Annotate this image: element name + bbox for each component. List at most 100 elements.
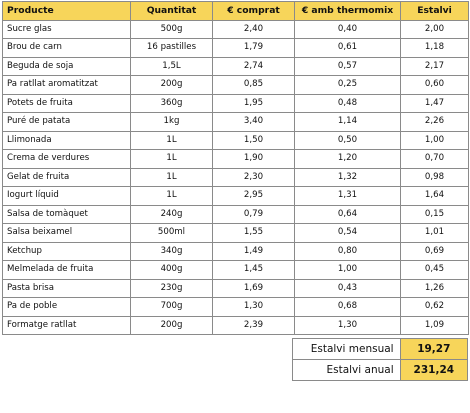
quantity-cell: 200g <box>130 315 213 335</box>
price-bought-cell: 2,74 <box>212 56 295 76</box>
savings-cell: 1,01 <box>400 223 469 243</box>
savings-cell: 0,62 <box>400 297 469 317</box>
table-row: Pa ratllat aromatitzat 200g 0,85 0,25 0,60 <box>2 75 469 95</box>
product-name-cell: Pa de poble <box>2 297 131 317</box>
header-producte: Producte <box>2 1 131 21</box>
quantity-cell: 16 pastilles <box>130 38 213 58</box>
product-name-cell: Sucre glas <box>2 19 131 39</box>
price-bought-cell: 0,79 <box>212 204 295 224</box>
savings-cell: 0,98 <box>400 167 469 187</box>
product-name-cell: Llimonada <box>2 130 131 150</box>
price-bought-cell: 1,45 <box>212 260 295 280</box>
price-bought-cell: 2,30 <box>212 167 295 187</box>
quantity-cell: 500g <box>130 19 213 39</box>
price-thermomix-cell: 1,32 <box>294 167 401 187</box>
product-name-cell: Pasta brisa <box>2 278 131 298</box>
table-row: Salsa de tomàquet 240g 0,79 0,64 0,15 <box>2 204 469 224</box>
quantity-cell: 400g <box>130 260 213 280</box>
table-row: Brou de carn 16 pastilles 1,79 0,61 1,18 <box>2 38 469 58</box>
quantity-cell: 1L <box>130 149 213 169</box>
quantity-cell: 360g <box>130 93 213 113</box>
savings-cell: 1,26 <box>400 278 469 298</box>
table-row: Puré de patata 1kg 3,40 1,14 2,26 <box>2 112 469 132</box>
price-thermomix-cell: 0,61 <box>294 38 401 58</box>
price-bought-cell: 2,95 <box>212 186 295 206</box>
price-bought-cell: 1,50 <box>212 130 295 150</box>
product-name-cell: Brou de carn <box>2 38 131 58</box>
table-row: Crema de verdures 1L 1,90 1,20 0,70 <box>2 149 469 169</box>
price-bought-cell: 1,30 <box>212 297 295 317</box>
savings-cell: 0,45 <box>400 260 469 280</box>
price-thermomix-cell: 0,54 <box>294 223 401 243</box>
product-name-cell: Pa ratllat aromatitzat <box>2 75 131 95</box>
savings-cell: 1,00 <box>400 130 469 150</box>
price-thermomix-cell: 0,48 <box>294 93 401 113</box>
savings-cell: 0,69 <box>400 241 469 261</box>
quantity-cell: 1L <box>130 186 213 206</box>
price-bought-cell: 1,55 <box>212 223 295 243</box>
quantity-cell: 1kg <box>130 112 213 132</box>
savings-cell: 2,17 <box>400 56 469 76</box>
price-bought-cell: 0,85 <box>212 75 295 95</box>
quantity-cell: 1L <box>130 167 213 187</box>
quantity-cell: 700g <box>130 297 213 317</box>
quantity-cell: 1L <box>130 130 213 150</box>
product-name-cell: Formatge ratllat <box>2 315 131 335</box>
table-row: Beguda de soja 1,5L 2,74 0,57 2,17 <box>2 56 469 76</box>
table-row: Pa de poble 700g 1,30 0,68 0,62 <box>2 297 469 317</box>
savings-cell: 1,09 <box>400 315 469 335</box>
price-bought-cell: 1,49 <box>212 241 295 261</box>
monthly-savings-value: 19,27 <box>399 338 469 360</box>
monthly-savings-label: Estalvi mensual <box>292 338 401 360</box>
quantity-cell: 240g <box>130 204 213 224</box>
table-row: Melmelada de fruita 400g 1,45 1,00 0,45 <box>2 260 469 280</box>
product-name-cell: Gelat de fruita <box>2 167 131 187</box>
price-thermomix-cell: 0,40 <box>294 19 401 39</box>
header-comprat: € comprat <box>212 1 295 21</box>
price-thermomix-cell: 0,57 <box>294 56 401 76</box>
price-thermomix-cell: 1,31 <box>294 186 401 206</box>
savings-cell: 0,60 <box>400 75 469 95</box>
product-name-cell: Iogurt líquid <box>2 186 131 206</box>
product-name-cell: Salsa de tomàquet <box>2 204 131 224</box>
table-row: Potets de fruita 360g 1,95 0,48 1,47 <box>2 93 469 113</box>
table-header-row: Producte Quantitat € comprat € amb therm… <box>2 1 469 21</box>
table-row: Sucre glas 500g 2,40 0,40 2,00 <box>2 19 469 39</box>
price-thermomix-cell: 1,00 <box>294 260 401 280</box>
header-thermomix: € amb thermomix <box>294 1 401 21</box>
price-bought-cell: 3,40 <box>212 112 295 132</box>
quantity-cell: 1,5L <box>130 56 213 76</box>
table-row: Pasta brisa 230g 1,69 0,43 1,26 <box>2 278 469 298</box>
price-thermomix-cell: 0,50 <box>294 130 401 150</box>
price-thermomix-cell: 0,64 <box>294 204 401 224</box>
savings-cell: 1,18 <box>400 38 469 58</box>
table-row: Formatge ratllat 200g 2,39 1,30 1,09 <box>2 315 469 335</box>
table-row: Salsa beixamel 500ml 1,55 0,54 1,01 <box>2 223 469 243</box>
savings-cell: 1,47 <box>400 93 469 113</box>
product-name-cell: Melmelada de fruita <box>2 260 131 280</box>
savings-summary: Estalvi mensual 19,27 Estalvi anual 231,… <box>292 338 469 381</box>
price-thermomix-cell: 1,20 <box>294 149 401 169</box>
savings-cell: 2,00 <box>400 19 469 39</box>
savings-table: Producte Quantitat € comprat € amb therm… <box>2 1 469 335</box>
quantity-cell: 200g <box>130 75 213 95</box>
savings-cell: 0,70 <box>400 149 469 169</box>
price-thermomix-cell: 0,25 <box>294 75 401 95</box>
price-thermomix-cell: 1,14 <box>294 112 401 132</box>
table-row: Iogurt líquid 1L 2,95 1,31 1,64 <box>2 186 469 206</box>
header-quantitat: Quantitat <box>130 1 213 21</box>
price-bought-cell: 1,69 <box>212 278 295 298</box>
table-row: Llimonada 1L 1,50 0,50 1,00 <box>2 130 469 150</box>
price-bought-cell: 2,39 <box>212 315 295 335</box>
price-bought-cell: 1,90 <box>212 149 295 169</box>
header-estalvi: Estalvi <box>400 1 469 21</box>
price-thermomix-cell: 0,80 <box>294 241 401 261</box>
price-bought-cell: 1,95 <box>212 93 295 113</box>
summary-row-annual: Estalvi anual 231,24 <box>292 359 469 381</box>
price-thermomix-cell: 1,30 <box>294 315 401 335</box>
product-name-cell: Potets de fruita <box>2 93 131 113</box>
table-row: Ketchup 340g 1,49 0,80 0,69 <box>2 241 469 261</box>
product-name-cell: Ketchup <box>2 241 131 261</box>
savings-table-container: Producte Quantitat € comprat € amb therm… <box>2 1 469 381</box>
product-name-cell: Salsa beixamel <box>2 223 131 243</box>
